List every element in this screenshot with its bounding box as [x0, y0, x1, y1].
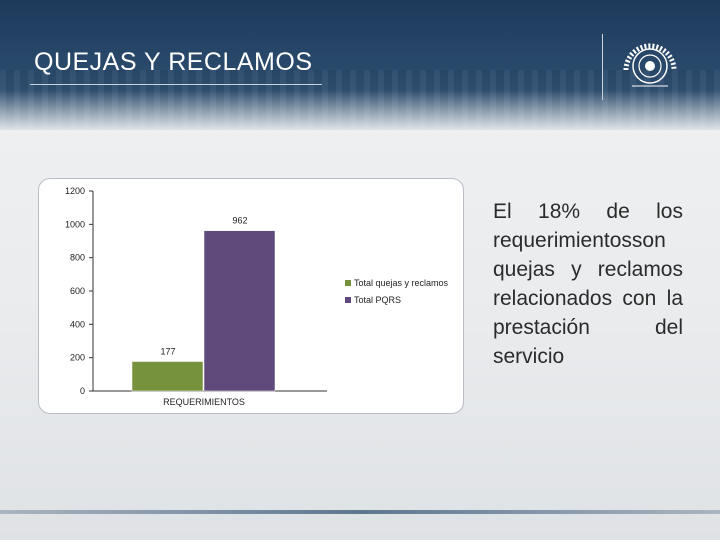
chart-panel: 0 200 400 600 800 1000 1200 177 962 REQUERIMIENTO… — [38, 178, 464, 414]
header-banner — [0, 0, 720, 130]
legend-entry: Total quejas y reclamos — [354, 278, 449, 288]
y-tick-label: 1200 — [65, 186, 85, 196]
bar-quejas-reclamos — [131, 361, 204, 392]
legend-swatch — [345, 280, 351, 286]
legend-swatch — [345, 297, 351, 303]
y-tick-label: 0 — [80, 386, 85, 396]
y-tick-label: 200 — [70, 353, 85, 363]
slide-title: QUEJAS Y RECLAMOS — [34, 48, 313, 76]
university-logo-icon — [623, 43, 677, 87]
y-tick-label: 800 — [70, 253, 85, 263]
y-tick-label: 400 — [70, 319, 85, 329]
bar-chart: 0 200 400 600 800 1000 1200 177 962 REQUERIMIENTO… — [65, 186, 449, 407]
bar-total-pqrs — [203, 230, 276, 392]
header-fade — [0, 90, 720, 130]
data-label: 962 — [232, 216, 247, 226]
y-tick-label: 1000 — [65, 219, 85, 229]
summary-text: El 18% de los requerimientosson quejas y… — [493, 200, 683, 368]
logo-divider — [602, 34, 603, 100]
y-tick-label: 600 — [70, 286, 85, 296]
legend-entry: Total PQRS — [354, 295, 401, 305]
footer-bar — [0, 510, 720, 514]
data-label: 177 — [160, 347, 175, 357]
title-underline — [30, 84, 322, 85]
x-category-label: REQUERIMIENTOS — [163, 397, 245, 407]
